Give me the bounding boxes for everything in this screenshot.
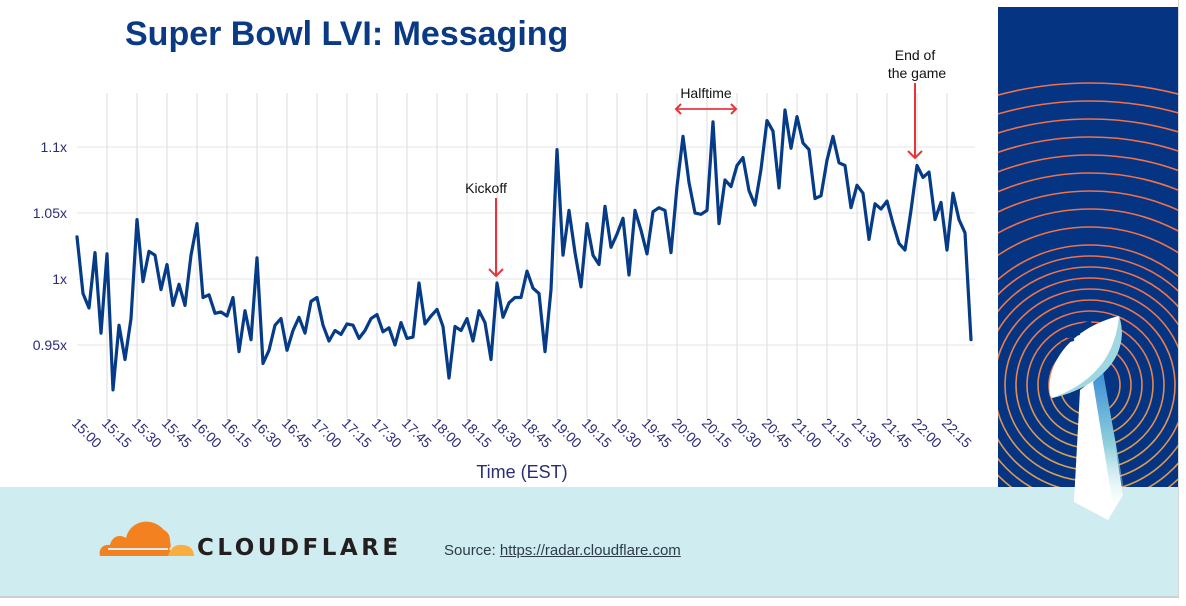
signal-ring (998, 255, 1178, 487)
registered-mark: ® (390, 538, 396, 545)
annotation-end-of-game: End of the game (888, 47, 947, 160)
x-tick-label: 21:15 (819, 415, 855, 451)
x-tick-label: 20:00 (669, 415, 705, 451)
signal-ring (998, 266, 1178, 487)
x-tick-label: 18:15 (459, 415, 495, 451)
y-tick-label: 0.95x (33, 337, 67, 353)
annotation-halftime: Halftime (674, 85, 738, 115)
signal-ring (998, 226, 1178, 257)
x-tick-label: 15:30 (129, 415, 165, 451)
x-tick-label: 17:00 (309, 415, 345, 451)
x-tick-label: 15:00 (69, 415, 105, 451)
y-axis-tick-labels: 0.95x 1x 1.05x 1.1x (33, 139, 67, 353)
annotation-halftime-label: Halftime (680, 85, 732, 101)
kickoff-arrow-head-icon (488, 268, 504, 278)
cloudflare-logo-icon (99, 521, 194, 556)
x-tick-label: 17:45 (399, 415, 435, 451)
x-tick-label: 16:15 (219, 415, 255, 451)
signal-ring (998, 136, 1178, 154)
annotation-end-label-line1: End of (895, 47, 936, 63)
source-attribution: Source: https://radar.cloudflare.com (444, 542, 681, 559)
signal-ring (998, 208, 1178, 234)
x-tick-label: 19:45 (639, 415, 675, 451)
x-axis-tick-labels: 15:0015:1515:3015:4516:0016:1516:3016:45… (69, 415, 975, 451)
x-tick-label: 19:30 (609, 415, 645, 451)
lombardi-trophy-icon (1049, 316, 1125, 520)
x-tick-label: 21:45 (879, 415, 915, 451)
x-tick-label: 20:45 (759, 415, 795, 451)
x-axis-title: Time (EST) (476, 462, 567, 482)
signal-ring (998, 118, 1178, 134)
y-tick-label: 1.05x (33, 205, 67, 221)
horizontal-gridlines (77, 146, 975, 346)
x-tick-label: 20:15 (699, 415, 735, 451)
y-tick-label: 1x (52, 271, 67, 287)
x-tick-label: 17:15 (339, 415, 375, 451)
annotation-kickoff-label: Kickoff (465, 180, 507, 196)
cloudflare-wordmark: CLOUDFLARE (197, 535, 402, 561)
x-tick-label: 16:00 (189, 415, 225, 451)
x-tick-label: 20:30 (729, 415, 765, 451)
x-tick-label: 18:45 (519, 415, 555, 451)
signal-ring (998, 277, 1178, 487)
halftime-arrow-left-icon (674, 103, 682, 115)
signal-ring (998, 100, 1178, 115)
x-tick-label: 21:00 (789, 415, 825, 451)
x-tick-label: 15:45 (159, 415, 195, 451)
x-tick-label: 15:15 (99, 415, 135, 451)
x-tick-label: 19:15 (579, 415, 615, 451)
x-tick-label: 18:30 (489, 415, 525, 451)
x-tick-label: 16:45 (279, 415, 315, 451)
x-tick-label: 18:00 (429, 415, 465, 451)
page-title: Super Bowl LVI: Messaging (125, 15, 569, 53)
x-tick-label: 19:00 (549, 415, 585, 451)
annotation-kickoff: Kickoff (465, 180, 507, 278)
annotation-end-label-line2: the game (888, 65, 947, 81)
x-tick-label: 17:30 (369, 415, 405, 451)
source-label: Source: (444, 542, 500, 559)
x-tick-label: 22:00 (909, 415, 945, 451)
x-tick-label: 21:30 (849, 415, 885, 451)
signal-ring (998, 172, 1178, 193)
halftime-arrow-right-icon (730, 103, 738, 115)
end-arrow-head-icon (907, 150, 923, 160)
x-tick-label: 22:15 (939, 415, 975, 451)
series-line-messaging (75, 108, 973, 392)
x-tick-label: 16:30 (249, 415, 285, 451)
y-tick-label: 1.1x (41, 139, 67, 155)
signal-ring (998, 244, 1178, 281)
signal-ring (998, 190, 1178, 213)
signal-ring (998, 154, 1178, 173)
source-link[interactable]: https://radar.cloudflare.com (499, 542, 681, 559)
footer-band (0, 487, 1178, 596)
vertical-gridlines (106, 93, 948, 418)
signal-ring (998, 82, 1178, 96)
